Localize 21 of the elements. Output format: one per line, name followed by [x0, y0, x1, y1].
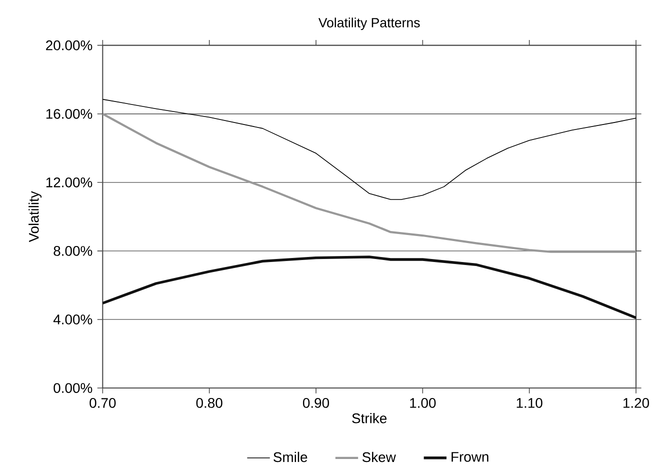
x-tick-label: 0.70: [90, 398, 116, 408]
legend-label: Frown: [452, 452, 488, 462]
line-series: [102, 98, 636, 200]
y-tick-label: 12.00%: [46, 177, 92, 188]
y-tick-label: 4.00%: [53, 314, 92, 324]
line-series: [102, 112, 636, 253]
x-tick-label: 1.00: [410, 398, 436, 408]
y-tick-label: 20.00%: [46, 40, 92, 50]
chart-title: Volatility Patterns: [318, 18, 420, 30]
x-tick-label: 1.10: [516, 398, 542, 408]
line-series: [102, 256, 636, 320]
x-axis-title: Strike: [352, 413, 387, 424]
legend-label: Smile: [274, 452, 308, 462]
y-tick-label: 16.00%: [46, 108, 92, 119]
y-tick-label: 0.00%: [54, 383, 92, 393]
x-tick-label: 0.90: [302, 398, 330, 408]
legend-label: Skew: [362, 452, 396, 462]
y-tick-label: 8.00%: [54, 246, 92, 256]
x-tick-label: 1.20: [623, 398, 650, 408]
y-axis-title: Volatility: [28, 191, 42, 242]
x-tick-label: 0.80: [196, 398, 222, 408]
